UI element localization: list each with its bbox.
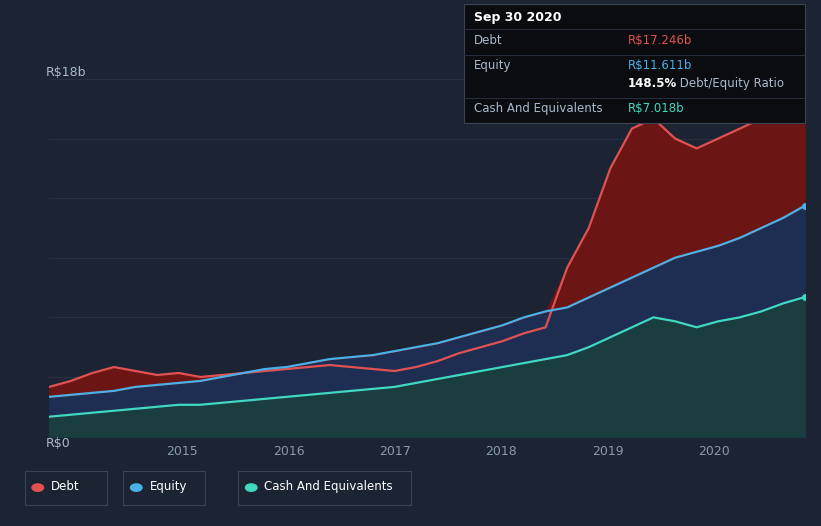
Text: 148.5%: 148.5%: [628, 77, 677, 90]
Text: R$18b: R$18b: [45, 66, 86, 79]
Text: R$11.611b: R$11.611b: [628, 59, 692, 72]
Text: Equity: Equity: [149, 480, 187, 492]
Text: Debt/Equity Ratio: Debt/Equity Ratio: [676, 77, 784, 90]
Text: Cash And Equivalents: Cash And Equivalents: [474, 102, 603, 115]
Text: Cash And Equivalents: Cash And Equivalents: [264, 480, 393, 492]
Text: Sep 30 2020: Sep 30 2020: [474, 11, 562, 24]
Text: R$0: R$0: [45, 437, 71, 450]
Text: R$17.246b: R$17.246b: [628, 34, 692, 47]
Text: Debt: Debt: [51, 480, 80, 492]
Text: Debt: Debt: [474, 34, 502, 47]
Text: Equity: Equity: [474, 59, 511, 72]
Text: R$7.018b: R$7.018b: [628, 102, 685, 115]
